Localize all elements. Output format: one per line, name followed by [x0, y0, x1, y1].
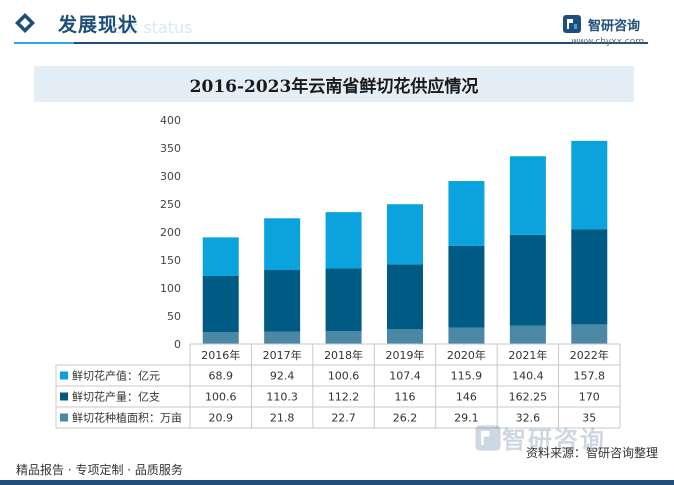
y-tick-label: 350 [160, 142, 181, 155]
legend-label: 鲜切花产值：亿元 [72, 369, 160, 383]
legend-label: 鲜切花产量：亿支 [72, 390, 160, 404]
footer: 资料来源：智研咨询整理 精品报告 · 专项定制 · 品质服务 [0, 446, 674, 485]
brand-url: www.chyxx.com [571, 37, 644, 47]
y-tick-label: 0 [174, 338, 181, 351]
bar-segment [264, 331, 301, 344]
data-label: 92.4 [270, 370, 295, 383]
header-divider [14, 42, 648, 44]
section-title: 发展现状 [58, 14, 139, 36]
bar-segment [448, 181, 485, 246]
data-label: 20.9 [208, 412, 233, 425]
bar-segment [387, 204, 423, 265]
data-label: 21.8 [270, 412, 295, 425]
y-tick-label: 400 [160, 114, 181, 127]
data-label: 100.6 [205, 391, 237, 404]
data-label: 146 [456, 391, 477, 404]
bar-segment [325, 331, 362, 344]
chart-title: 2016-2023年云南省鲜切花供应情况 [189, 76, 479, 97]
footer-slogan: 精品报告 · 专项定制 · 品质服务 [16, 463, 183, 477]
legend-swatch [60, 371, 68, 380]
data-label: 110.3 [266, 391, 298, 404]
bar-segment [509, 234, 546, 326]
bar-segment [509, 325, 546, 344]
y-tick-label: 150 [160, 254, 181, 267]
legend-swatch [60, 413, 68, 422]
x-category-label: 2022年 [570, 348, 609, 362]
brand-logo-icon [562, 15, 581, 33]
data-label: 107.4 [389, 370, 421, 383]
data-label: 22.7 [331, 412, 356, 425]
watermark: 智研咨询 [474, 420, 606, 455]
data-label: 26.2 [393, 412, 418, 425]
x-category-label: 2020年 [447, 348, 486, 362]
bar-segment [202, 332, 239, 344]
bar-segment [571, 324, 608, 344]
data-label: 157.8 [574, 370, 606, 383]
y-tick-label: 200 [160, 226, 181, 239]
brand-name: 智研咨询 [587, 18, 640, 34]
data-label: 68.9 [208, 370, 233, 383]
y-tick-label: 300 [160, 170, 181, 183]
bar-segment [325, 212, 362, 269]
data-label: 35 [582, 412, 596, 425]
data-label: 140.4 [512, 370, 544, 383]
data-label: 29.1 [454, 412, 479, 425]
bar-segment [264, 218, 301, 271]
x-category-label: 2016年 [201, 348, 240, 362]
y-tick-label: 250 [160, 198, 181, 211]
chart-title-box: 2016-2023年云南省鲜切花供应情况 [34, 66, 634, 102]
bar-segment [202, 237, 239, 276]
data-label: 112.2 [328, 391, 360, 404]
data-label: 162.25 [509, 391, 548, 404]
bar-segment [571, 229, 608, 325]
data-label: 170 [579, 391, 600, 404]
bar-segment [202, 275, 239, 333]
data-label: 32.6 [516, 412, 541, 425]
x-category-label: 2019年 [386, 348, 425, 362]
y-tick-label: 50 [167, 310, 181, 323]
bar-segment [387, 329, 423, 344]
bar-segment [509, 156, 546, 235]
x-category-label: 2017年 [263, 348, 302, 362]
section-subtitle: ent status [112, 18, 193, 37]
data-label: 116 [395, 391, 416, 404]
x-category-label: 2021年 [508, 348, 547, 362]
watermark-logo-icon [475, 424, 501, 451]
section-diamond-icon [15, 13, 35, 33]
bar-segment [448, 245, 485, 328]
bar-segment [264, 270, 301, 332]
bar-segment [571, 140, 608, 230]
footer-bar [0, 480, 674, 485]
bar-segment [387, 264, 423, 330]
y-tick-label: 100 [160, 282, 181, 295]
legend-swatch [60, 392, 68, 401]
bar-segment [448, 327, 485, 344]
watermark-text: 智研咨询 [502, 426, 606, 454]
data-label: 100.6 [328, 370, 360, 383]
stacked-bar-chart: 0 50 100 150 200 250 300 350 400 2016年 2017年 2018年 2… [55, 114, 621, 429]
legend-label: 鲜切花种植面积：万亩 [72, 411, 182, 425]
source-note: 资料来源：智研咨询整理 [525, 446, 658, 460]
x-category-label: 2018年 [324, 348, 363, 362]
data-label: 115.9 [451, 370, 483, 383]
bar-segment [325, 268, 362, 332]
brand: 智研咨询 [562, 14, 640, 34]
